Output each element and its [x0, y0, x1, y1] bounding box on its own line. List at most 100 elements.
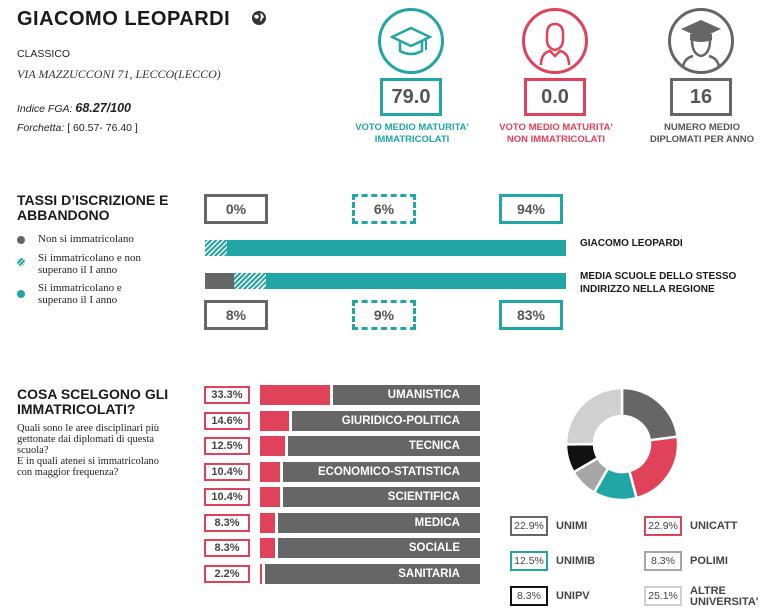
fga-value: 68.27/100 [75, 101, 131, 115]
area-row: 2.2% SANITARIA [204, 563, 484, 584]
uni-name-line: UNIPV [556, 590, 590, 602]
region-bar-label: MEDIA SCUOLE DELLO STESSO INDIRIZZO NELL… [580, 270, 736, 296]
uni-pct: 8.3% [644, 551, 682, 571]
school-bar-label: GIACOMO LEOPARDI [580, 238, 683, 249]
legend-dot-pass [17, 290, 25, 298]
area-row: 10.4% SCIENTIFICA [204, 487, 484, 507]
donut-slice-altre [564, 386, 624, 446]
enrollment-title-line: TASSI D’ISCRIZIONE E [17, 192, 169, 208]
stat-diplomati-value: 16 [670, 78, 732, 116]
fga-label: Indice FGA: [17, 103, 73, 115]
area-row: 8.3% MEDICA [204, 512, 484, 533]
area-pct: 33.3% [204, 386, 250, 404]
region-not-enrolled-pct: 8% [204, 300, 268, 330]
graduate-person-icon [681, 20, 721, 66]
area-bar-fill [260, 563, 265, 584]
uni-name: UNICATT [690, 521, 737, 532]
question-line: E in quali atenei si immatricolano [17, 456, 160, 467]
uni-pct: 25.1% [644, 586, 682, 606]
area-bar: GIURIDICO-POLITICA [260, 410, 480, 431]
uni-legend-item: 22.9% UNIMI [510, 514, 640, 538]
grad-cap-circle [378, 8, 444, 74]
uni-legend-item: 8.3% UNIPV [510, 584, 640, 608]
region-label-line: INDIRIZZO NELLA REGIONE [580, 284, 715, 295]
range-label: Forchetta: [17, 122, 65, 134]
enrollment-title: TASSI D’ISCRIZIONE E ABBANDONO [17, 193, 168, 223]
area-name: MEDICA [414, 516, 460, 529]
legend-line: Si immatricolano e [38, 282, 122, 294]
graduation-cap-icon [390, 26, 432, 56]
uni-pct: 12.5% [510, 551, 548, 571]
stat-label-line: NUMERO MEDIO [664, 122, 740, 133]
person-circle [522, 8, 588, 74]
bar-segment-dropout [233, 273, 267, 289]
legend-dot-not-enrolled [17, 236, 25, 244]
areas-question: Quali sono le aree disciplinari più gett… [17, 423, 159, 478]
school-not-enrolled-pct: 0% [204, 194, 268, 224]
uni-name-line: UNIVERSITA' [690, 596, 759, 608]
region-dropout-pct: 9% [352, 300, 416, 330]
bar-segment-not-enrolled [205, 273, 234, 289]
area-name: GIURIDICO-POLITICA [341, 414, 460, 427]
uni-pct: 8.3% [510, 586, 548, 606]
school-address: VIA MAZZUCCONI 71, LECCO(LECCO) [17, 67, 221, 81]
areas-title-line: IMMATRICOLATI? [17, 401, 136, 417]
globe-icon[interactable] [251, 10, 267, 26]
uni-name: UNIMIB [556, 556, 595, 567]
uni-name: ALTRE UNIVERSITA' [690, 586, 758, 608]
uni-name: POLIMI [690, 556, 728, 567]
area-row: 8.3% SOCIALE [204, 538, 484, 558]
area-pct: 10.4% [204, 462, 250, 481]
area-pct: 10.4% [204, 488, 250, 506]
question-line: con maggior frequenza? [17, 467, 119, 478]
bar-segment-pass [266, 273, 566, 289]
legend-dropout: Si immatricolano e non superano il I ann… [38, 252, 141, 276]
area-name: UMANISTICA [387, 389, 460, 401]
stat-immatricolati-label: VOTO MEDIO MATURITA' IMMATRICOLATI [350, 122, 474, 146]
area-pct: 12.5% [204, 437, 250, 455]
uni-name-line: POLIMI [690, 555, 728, 567]
uni-name-line: UNIMIB [556, 555, 596, 567]
legend-dot-dropout [17, 258, 25, 266]
areas-title: COSA SCELGONO GLI IMMATRICOLATI? [17, 387, 168, 417]
area-bar: ECONOMICO-STATISTICA [260, 461, 480, 482]
uni-name-line: ALTRE [690, 585, 726, 597]
fga-index: Indice FGA: 68.27/100 [17, 101, 131, 115]
area-row: 14.6% GIURIDICO-POLITICA [204, 410, 484, 431]
donut-slice-unicatt [627, 435, 680, 500]
legend-line: superano il I anno [38, 293, 118, 306]
school-pass-pct: 94% [499, 194, 563, 224]
area-name: SCIENTIFICA [387, 491, 460, 503]
areas-title-line: COSA SCELGONO GLI [17, 386, 169, 402]
stat-label-line: VOTO MEDIO MATURITA' [355, 122, 469, 133]
region-label-line: MEDIA SCUOLE DELLO STESSO [580, 271, 737, 282]
uni-name-line: UNIMI [556, 520, 588, 532]
area-row: 33.3% UMANISTICA [204, 385, 484, 405]
universities-legend: 22.9% UNIMI 22.9% UNICATT 12.5% UNIMIB 8.3% POL… [510, 514, 778, 610]
area-bar-fill [260, 461, 283, 482]
question-line: scuola? [17, 445, 49, 456]
uni-name-line: UNICATT [690, 520, 738, 532]
graduate-circle [668, 8, 734, 74]
stat-immatricolati-value: 79.0 [380, 78, 442, 116]
school-stacked-bar [205, 240, 566, 256]
universities-donut-chart [564, 386, 680, 502]
uni-name: UNIPV [556, 591, 590, 602]
range-value: [ 60.57- 76.40 ] [67, 122, 138, 134]
area-row: 12.5% TECNICA [204, 436, 484, 456]
stat-label-line: DIPLOMATI PER ANNO [650, 134, 754, 145]
area-bar-fill [260, 436, 288, 456]
uni-legend-item: 12.5% UNIMIB [510, 549, 640, 573]
area-name: SANITARIA [398, 567, 460, 580]
region-pass-pct: 83% [499, 300, 563, 330]
bar-segment-pass [226, 240, 566, 256]
area-bar: SANITARIA [260, 563, 480, 584]
region-stacked-bar [205, 273, 566, 289]
uni-pct: 22.9% [510, 516, 548, 536]
uni-legend-item: 8.3% POLIMI [644, 549, 774, 573]
uni-legend-item: 25.1% ALTRE UNIVERSITA' [644, 584, 774, 608]
area-name: TECNICA [408, 440, 460, 452]
area-name: ECONOMICO-STATISTICA [317, 465, 460, 478]
area-bar-fill [260, 410, 293, 431]
uni-pct: 22.9% [644, 516, 682, 536]
